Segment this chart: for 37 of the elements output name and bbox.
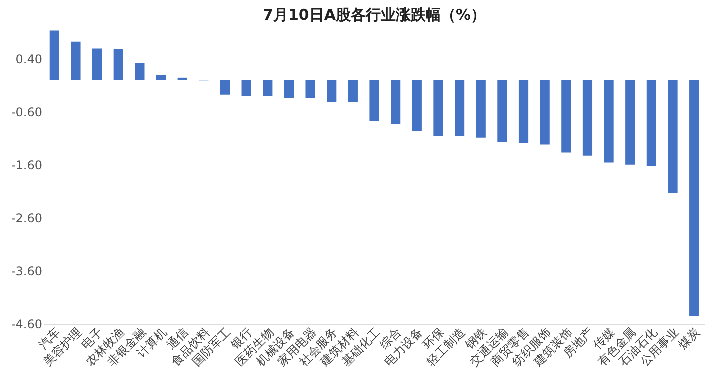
bar — [327, 80, 337, 102]
bar — [114, 49, 124, 80]
bar — [690, 80, 700, 316]
bar — [391, 80, 401, 124]
bar — [178, 78, 188, 80]
y-tick-label: -0.60 — [11, 105, 42, 120]
bar — [562, 80, 572, 153]
y-tick-label: 0.40 — [16, 52, 42, 66]
bar — [92, 48, 102, 80]
bar — [50, 30, 60, 80]
bar — [476, 80, 486, 138]
bar — [370, 80, 380, 122]
bar — [284, 80, 294, 98]
bar — [306, 80, 316, 98]
bar — [348, 80, 358, 102]
y-tick-label: -4.60 — [11, 318, 42, 332]
bar — [263, 80, 273, 96]
bar — [412, 80, 422, 131]
chart-title: 7月10日A股各行业涨跌幅（%） — [263, 6, 486, 24]
y-tick-label: -2.60 — [11, 211, 42, 226]
bar — [156, 75, 166, 80]
bar — [582, 80, 593, 156]
bar — [135, 63, 145, 80]
bar — [540, 80, 550, 145]
bar — [604, 80, 614, 163]
bar — [498, 80, 508, 142]
bar — [71, 42, 81, 80]
bar — [518, 80, 529, 144]
bar — [242, 80, 252, 96]
bar — [646, 80, 656, 166]
bar — [668, 80, 678, 193]
bar — [434, 80, 444, 136]
y-tick-label: -1.60 — [11, 158, 42, 172]
bar — [626, 80, 636, 165]
bar — [454, 80, 465, 136]
y-tick-label: -3.60 — [11, 264, 42, 278]
bar — [220, 80, 230, 95]
